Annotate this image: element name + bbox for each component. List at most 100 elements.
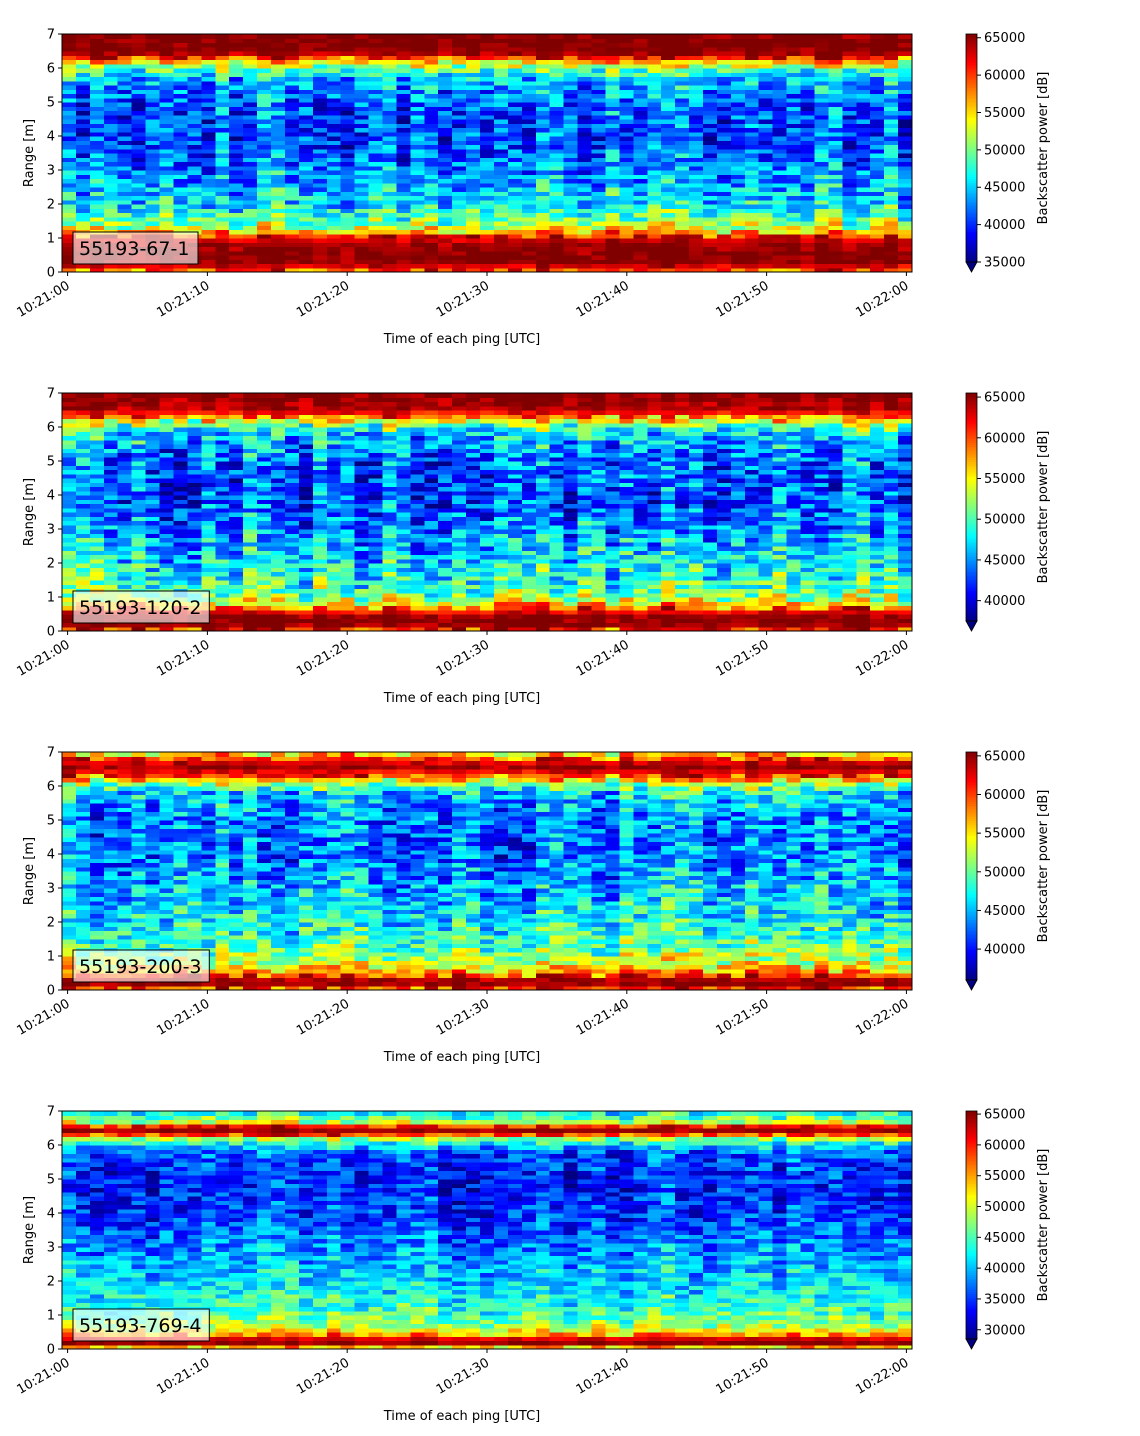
heatmap-cell [75,221,91,226]
heatmap-cell [354,119,370,124]
heatmap-cell [215,85,230,90]
heatmap-cell [117,199,133,205]
y-tick-label: 0 [47,266,55,281]
heatmap-cell [549,187,565,192]
heatmap-cell [312,520,328,526]
heatmap-cell [131,106,147,112]
heatmap-cell [563,93,579,99]
colorbar-extend-arrow [965,261,978,273]
heatmap-cell [898,187,913,192]
heatmap-cell [187,469,202,475]
heatmap-cell [396,187,411,192]
heatmap-cell [229,393,244,398]
heatmap-cell [326,563,342,568]
heatmap-cell [786,55,802,61]
heatmap-cell [326,80,342,86]
heatmap-cell [284,250,300,256]
heatmap-cell [117,571,133,577]
heatmap-cell [493,34,509,39]
heatmap-cell [201,68,216,73]
heatmap-cell [215,242,230,248]
heatmap-cell [243,512,258,517]
heatmap-cell [340,609,356,615]
heatmap-cell [159,76,175,82]
heatmap-cell [633,191,648,197]
heatmap-cell [354,114,370,120]
heatmap-cell [103,490,119,496]
heatmap-cell [354,563,370,568]
heatmap-cell [619,136,634,141]
heatmap-cell [271,614,286,619]
heatmap-cell [271,520,286,526]
heatmap-cell [382,174,398,180]
heatmap-cell [89,174,105,180]
x-tick-label: 10:21:40 [574,278,632,320]
heatmap-cell [75,546,91,551]
heatmap-cell [744,182,760,188]
heatmap-cell [89,461,105,466]
heatmap-cell [786,212,802,218]
heatmap-cell [842,267,857,273]
heatmap-cell [647,208,662,214]
heatmap-cell [424,259,439,265]
heatmap-cell [647,229,662,235]
heatmap-cell [382,144,398,150]
heatmap-cell [257,89,272,95]
heatmap-cell [215,626,230,632]
heatmap-cell [410,110,425,116]
heatmap-cell [103,199,119,205]
heatmap-cell [243,157,258,163]
heatmap-cell [215,225,230,231]
heatmap-cell [326,422,342,428]
heatmap-cell [271,182,286,188]
heatmap-cell [772,255,788,260]
heatmap-cell [786,46,802,52]
heatmap-cell [131,418,147,424]
heatmap-cell [298,38,314,44]
heatmap-cell [257,212,272,218]
heatmap-cell [187,204,202,209]
heatmap-cell [215,597,230,602]
heatmap-cell [89,114,105,120]
heatmap-cell [243,541,258,547]
heatmap-cell [382,469,398,475]
heatmap-cell [62,238,77,243]
heatmap-cell [884,242,899,248]
heatmap-cell [480,229,495,235]
heatmap-cell [619,127,634,133]
heatmap-cell [312,524,328,530]
heatmap-cell [187,533,202,539]
heatmap-cell [145,563,161,568]
heatmap-cell [884,199,899,205]
heatmap-cell [772,55,788,61]
heatmap-cell [661,174,676,180]
heatmap-cell [145,89,161,95]
heatmap-cell [605,34,620,39]
heatmap-cell [103,546,119,551]
heatmap-cell [354,614,370,619]
heatmap-cell [396,93,411,99]
heatmap-cell [689,255,704,260]
heatmap-cell [229,461,244,466]
colorbar-segment [966,83,977,86]
heatmap-cell [326,199,342,205]
heatmap-cell [368,486,384,492]
heatmap-cell [535,68,551,73]
heatmap-cell [187,575,202,581]
heatmap-cell [480,140,495,146]
colorbar-tick-label: 60000 [984,69,1025,84]
heatmap-cell [103,414,119,420]
heatmap-cell [62,46,77,52]
heatmap-cell [201,114,216,120]
heatmap-cell [702,161,718,167]
heatmap-cell [480,242,495,248]
heatmap-cell [159,520,175,526]
heatmap-cell [438,221,453,226]
heatmap-cell [396,550,411,556]
heatmap-cell [772,153,788,158]
heatmap-cell [577,42,593,48]
heatmap-cell [298,119,314,124]
heatmap-cell [466,46,481,52]
heatmap-cell [131,102,147,107]
heatmap-cell [368,567,384,573]
